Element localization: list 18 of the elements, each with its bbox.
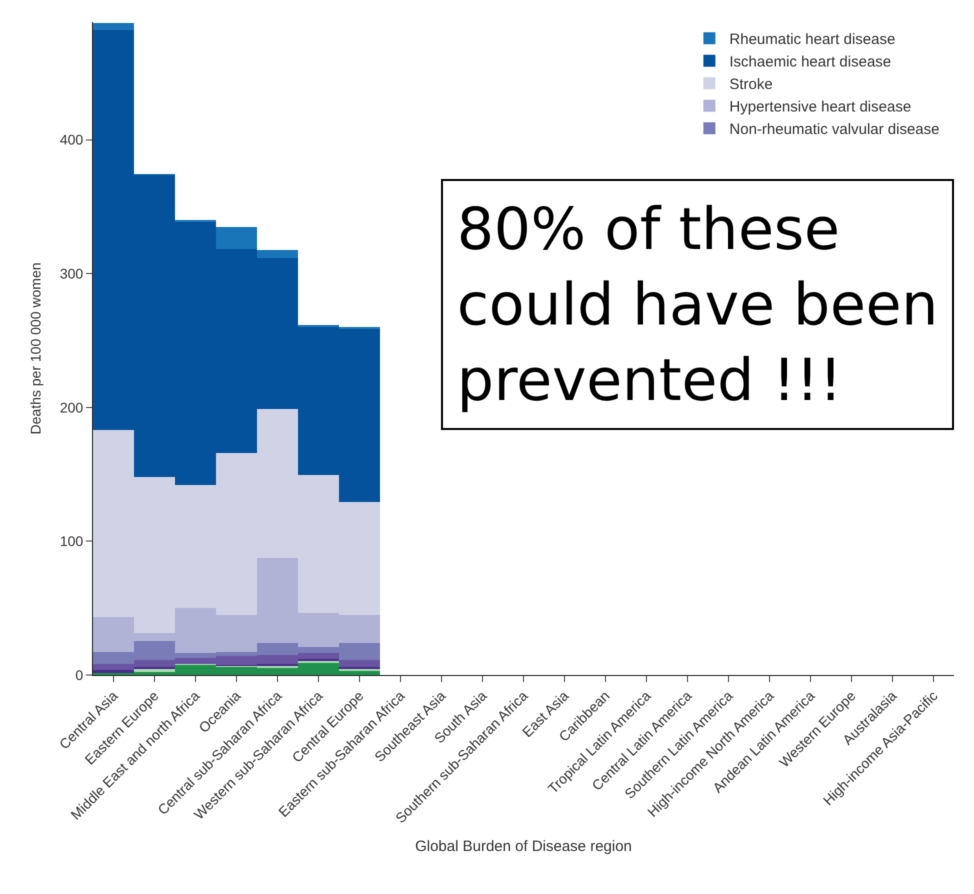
y-tick-label: 200 [60, 399, 84, 416]
y-axis-title: Deaths per 100 000 women [27, 262, 44, 434]
y-tick-label: 0 [75, 666, 84, 683]
bar [93, 670, 134, 673]
legend-label: Ischaemic heart disease [729, 54, 892, 71]
bar [93, 23, 134, 30]
y-tick-label: 400 [60, 132, 84, 148]
bar [339, 660, 380, 667]
y-tick-label: 100 [60, 533, 84, 550]
annotation: 80% of these could have been prevented !!! [457, 195, 938, 414]
bar [216, 227, 257, 249]
bar [257, 250, 298, 258]
legend-label: Rheumatic heart disease [729, 31, 896, 48]
legend-label: Hypertensive heart disease [729, 98, 912, 116]
y-tick-label: 300 [60, 265, 84, 282]
x-axis-title: Global Burden of Disease region [415, 838, 632, 855]
legend-label: Stroke [729, 76, 773, 94]
legend-label: Non-rheumatic valvular disease [729, 121, 940, 138]
